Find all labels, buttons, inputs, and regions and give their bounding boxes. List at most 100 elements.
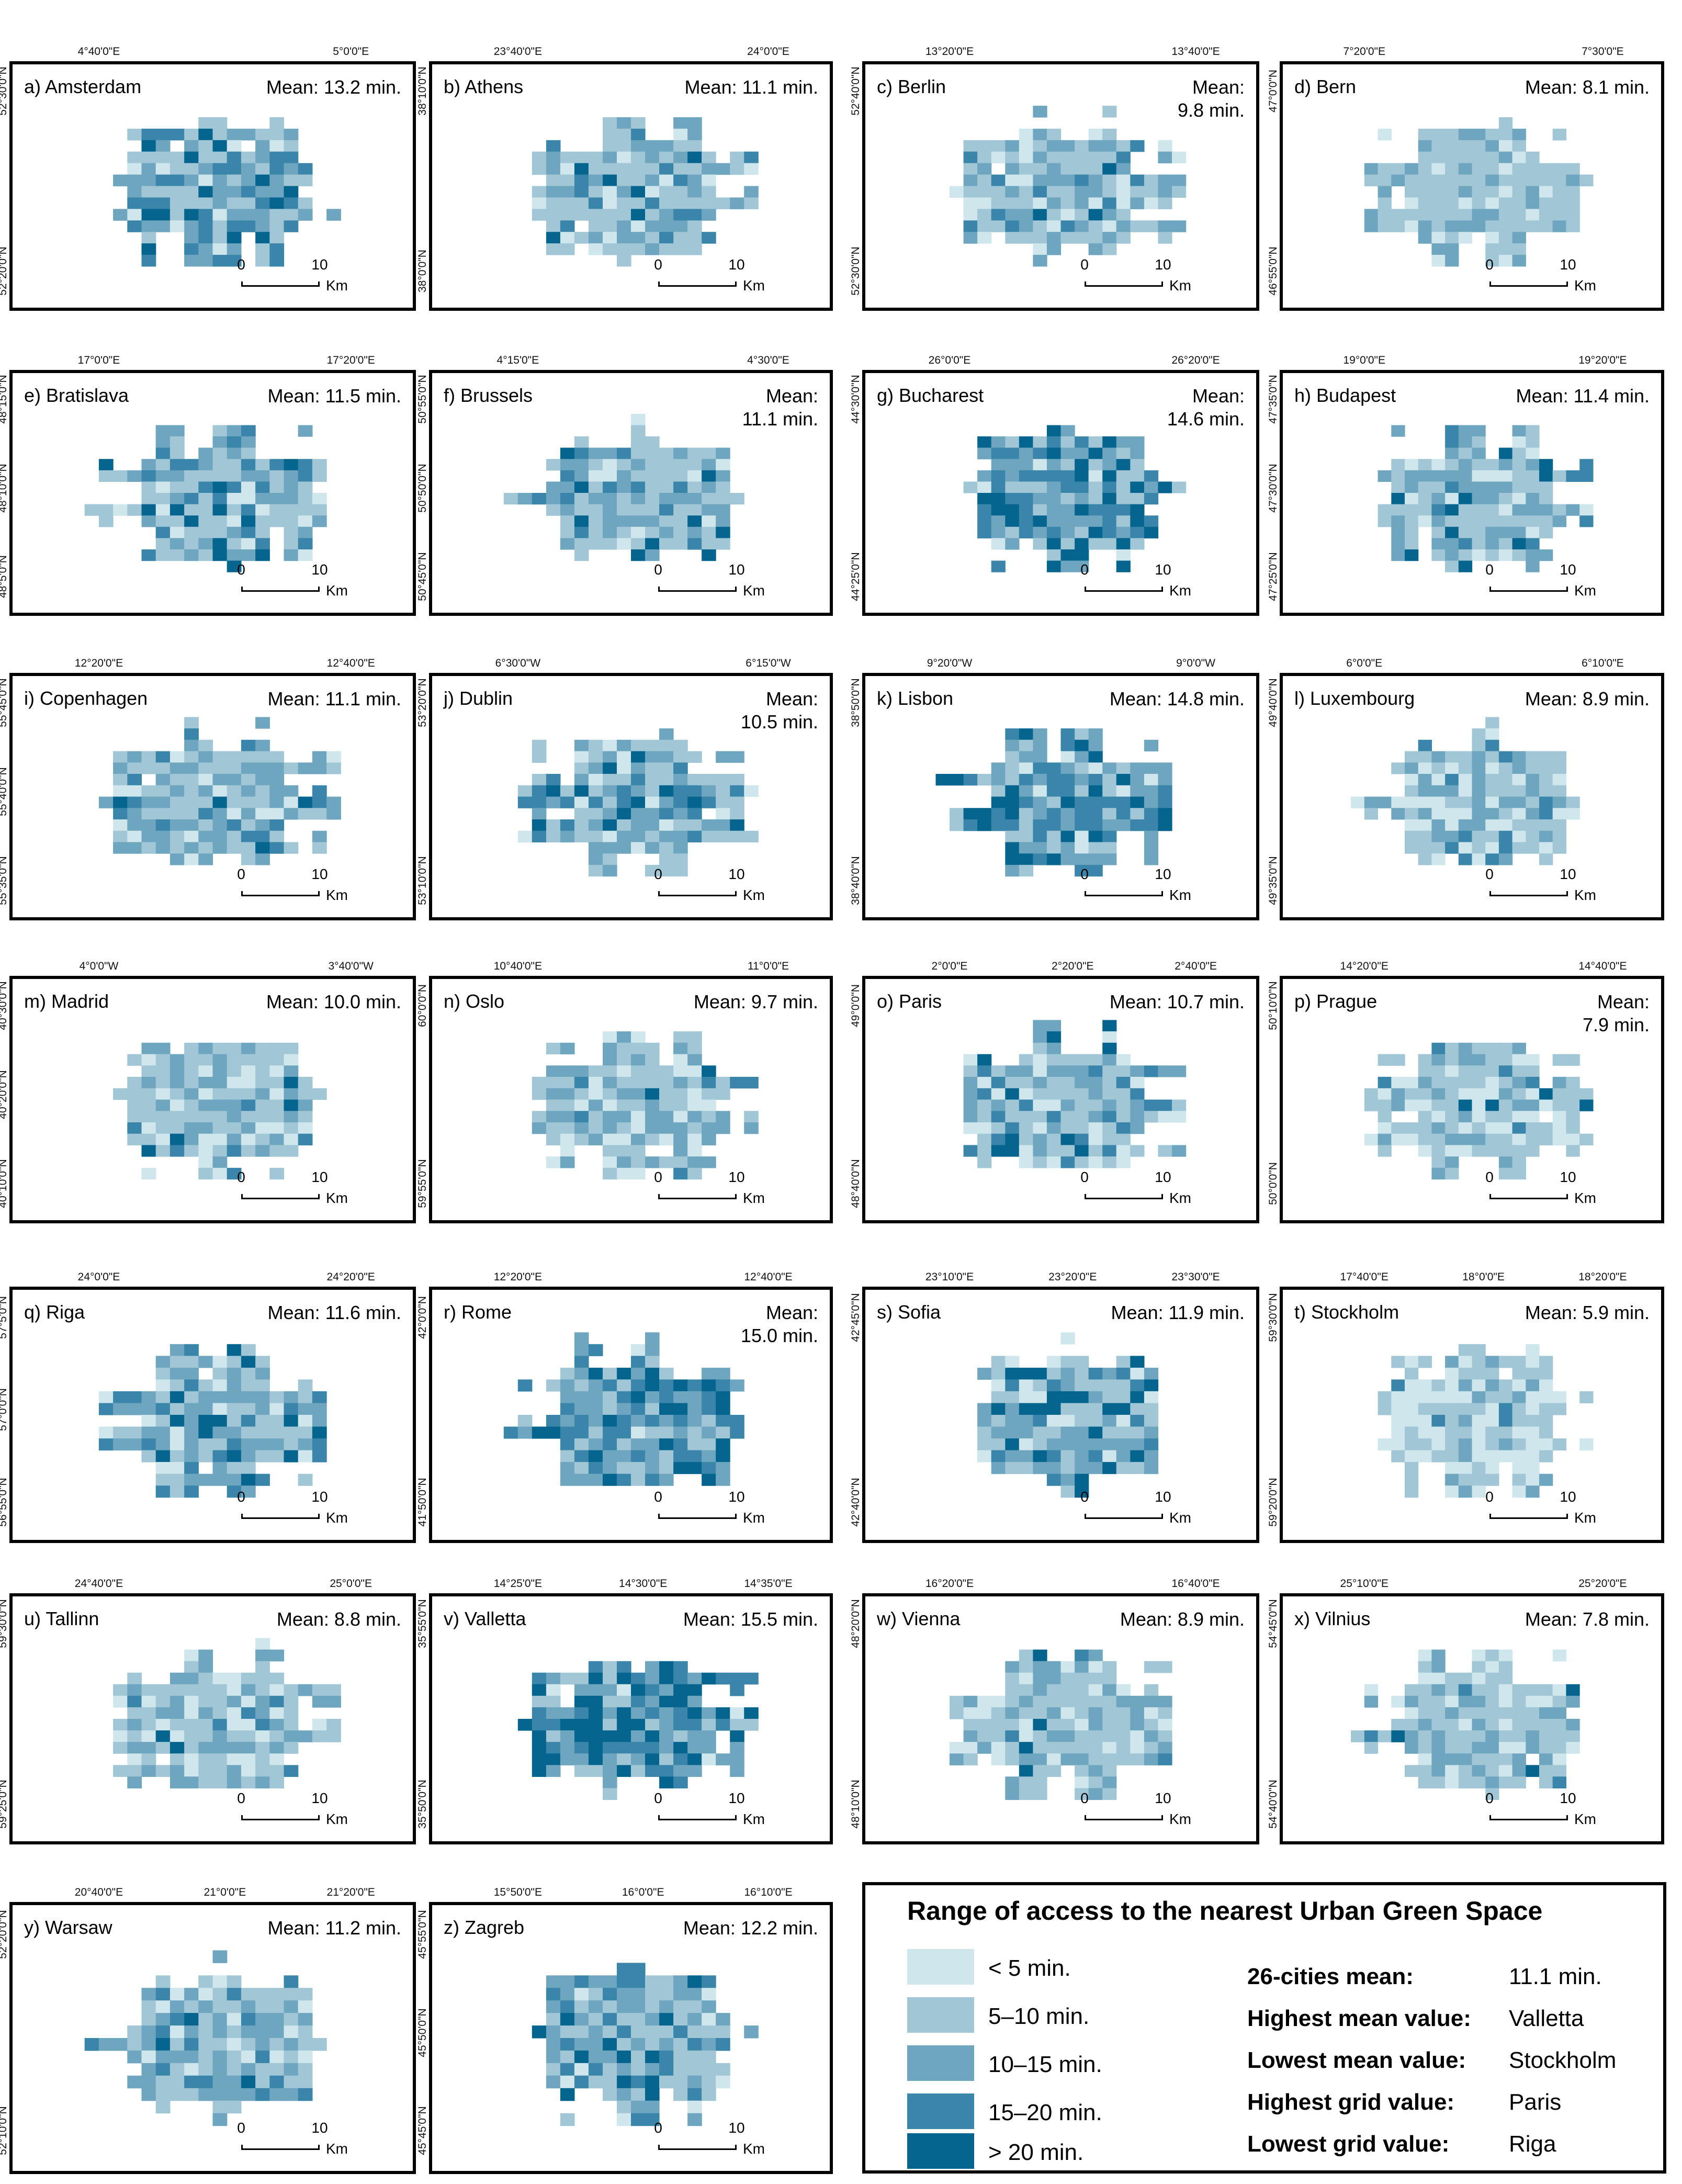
grid-cell xyxy=(170,549,185,561)
grid-cell xyxy=(184,1988,199,2001)
grid-cell xyxy=(298,470,313,482)
grid-cell xyxy=(702,1438,716,1451)
grid-cell xyxy=(1472,1438,1486,1451)
grid-cell xyxy=(312,515,327,527)
grid-cell xyxy=(170,425,185,437)
grid-cell xyxy=(687,1122,702,1134)
grid-cell xyxy=(702,186,716,198)
grid-cell xyxy=(1102,1719,1117,1731)
grid-cell xyxy=(977,1156,992,1168)
grid-cell xyxy=(312,493,327,505)
grid-cell xyxy=(1526,1707,1540,1719)
grid-cell xyxy=(1512,163,1526,175)
grid-cell xyxy=(1526,1426,1540,1439)
longitude-tick: 6°15'0"W xyxy=(746,657,791,669)
grid-cell xyxy=(1512,538,1526,550)
grid-cell xyxy=(1526,174,1540,187)
grid-cell xyxy=(141,1042,156,1055)
grid-cell xyxy=(284,151,299,164)
grid-cell xyxy=(977,1111,992,1123)
grid-cell xyxy=(1046,1391,1062,1403)
grid-cell xyxy=(184,481,199,493)
longitude-tick: 18°20'0"E xyxy=(1578,1271,1627,1283)
grid-cell xyxy=(1498,1088,1513,1100)
grid-cell xyxy=(1431,1111,1446,1123)
grid-cell xyxy=(1116,197,1131,209)
grid-cell xyxy=(198,174,213,187)
grid-cell xyxy=(1102,1450,1117,1462)
grid-cell xyxy=(588,1473,603,1486)
grid-cell xyxy=(617,1438,631,1451)
grid-cell xyxy=(617,739,631,752)
grid-cell xyxy=(241,1438,256,1451)
grid-cell xyxy=(155,774,171,786)
grid-cell xyxy=(1102,1661,1117,1673)
grid-cell xyxy=(1088,864,1103,877)
grid-cell xyxy=(212,1765,228,1777)
grid-cell xyxy=(1102,1403,1117,1415)
grid-cell xyxy=(1075,538,1089,550)
grid-cell xyxy=(1033,504,1047,516)
grid-cell xyxy=(1472,151,1486,164)
grid-cell xyxy=(532,197,547,209)
grid-cell xyxy=(1130,1450,1145,1462)
latitude-tick: 52°20'0"N xyxy=(0,246,9,296)
grid-cell xyxy=(1033,830,1047,842)
grid-cell xyxy=(198,739,213,752)
grid-cell xyxy=(1458,140,1473,152)
grid-cell xyxy=(241,1426,256,1439)
grid-cell xyxy=(1458,515,1473,527)
grid-cell xyxy=(1405,1391,1419,1403)
scale-bar: 0 10 Km xyxy=(237,866,398,908)
grid-cell xyxy=(269,1719,285,1731)
grid-cell xyxy=(155,1485,171,1498)
grid-cell xyxy=(977,1088,992,1100)
grid-cell xyxy=(255,1649,270,1662)
grid-cell xyxy=(659,186,674,198)
grid-cell xyxy=(155,1065,171,1077)
grid-cell xyxy=(716,2013,730,2026)
grid-cell xyxy=(702,796,716,808)
grid-cell xyxy=(673,1462,688,1474)
grid-cell xyxy=(184,2038,199,2051)
grid-cell xyxy=(227,174,242,187)
grid-cell xyxy=(1445,1719,1459,1731)
grid-cell xyxy=(1088,774,1103,786)
grid-cell xyxy=(1088,819,1103,831)
grid-cell xyxy=(574,1133,589,1145)
grid-cell xyxy=(645,1088,660,1100)
grid-cell xyxy=(269,751,285,763)
grid-cell xyxy=(1033,1672,1047,1685)
grid-cell xyxy=(991,1415,1006,1427)
grid-cell xyxy=(184,2025,199,2039)
grid-cell xyxy=(312,751,327,763)
grid-cell xyxy=(326,1695,341,1708)
grid-cell xyxy=(269,1391,285,1403)
grid-cell xyxy=(284,1975,299,1988)
grid-cell xyxy=(1472,515,1486,527)
scale-end: 10 xyxy=(728,561,745,578)
grid-cell xyxy=(645,1719,660,1731)
grid-cell xyxy=(1088,209,1103,221)
map-panel: q) Riga Mean: 11.6 min. 0 10 Km xyxy=(9,1287,416,1543)
grid-cell xyxy=(1046,1054,1062,1066)
scale-unit: Km xyxy=(1169,1510,1191,1526)
grid-cell xyxy=(1552,1649,1566,1662)
grid-cell xyxy=(603,186,617,198)
grid-cell xyxy=(284,1730,299,1742)
grid-cell xyxy=(1005,751,1020,763)
grid-cell xyxy=(155,1742,171,1754)
grid-cell xyxy=(1102,808,1117,820)
grid-cell xyxy=(1431,853,1446,865)
grid-cell xyxy=(963,1077,978,1089)
grid-cell xyxy=(241,2013,256,2026)
grid-cell xyxy=(603,853,617,865)
grid-cell xyxy=(631,830,646,842)
grid-cell xyxy=(241,1088,256,1100)
grid-cell xyxy=(155,2025,171,2039)
grid-cell xyxy=(977,232,992,244)
grid-cell xyxy=(1431,493,1446,505)
grid-cell xyxy=(560,1988,575,2001)
grid-cell xyxy=(1391,1438,1405,1451)
grid-cell xyxy=(687,1167,702,1180)
